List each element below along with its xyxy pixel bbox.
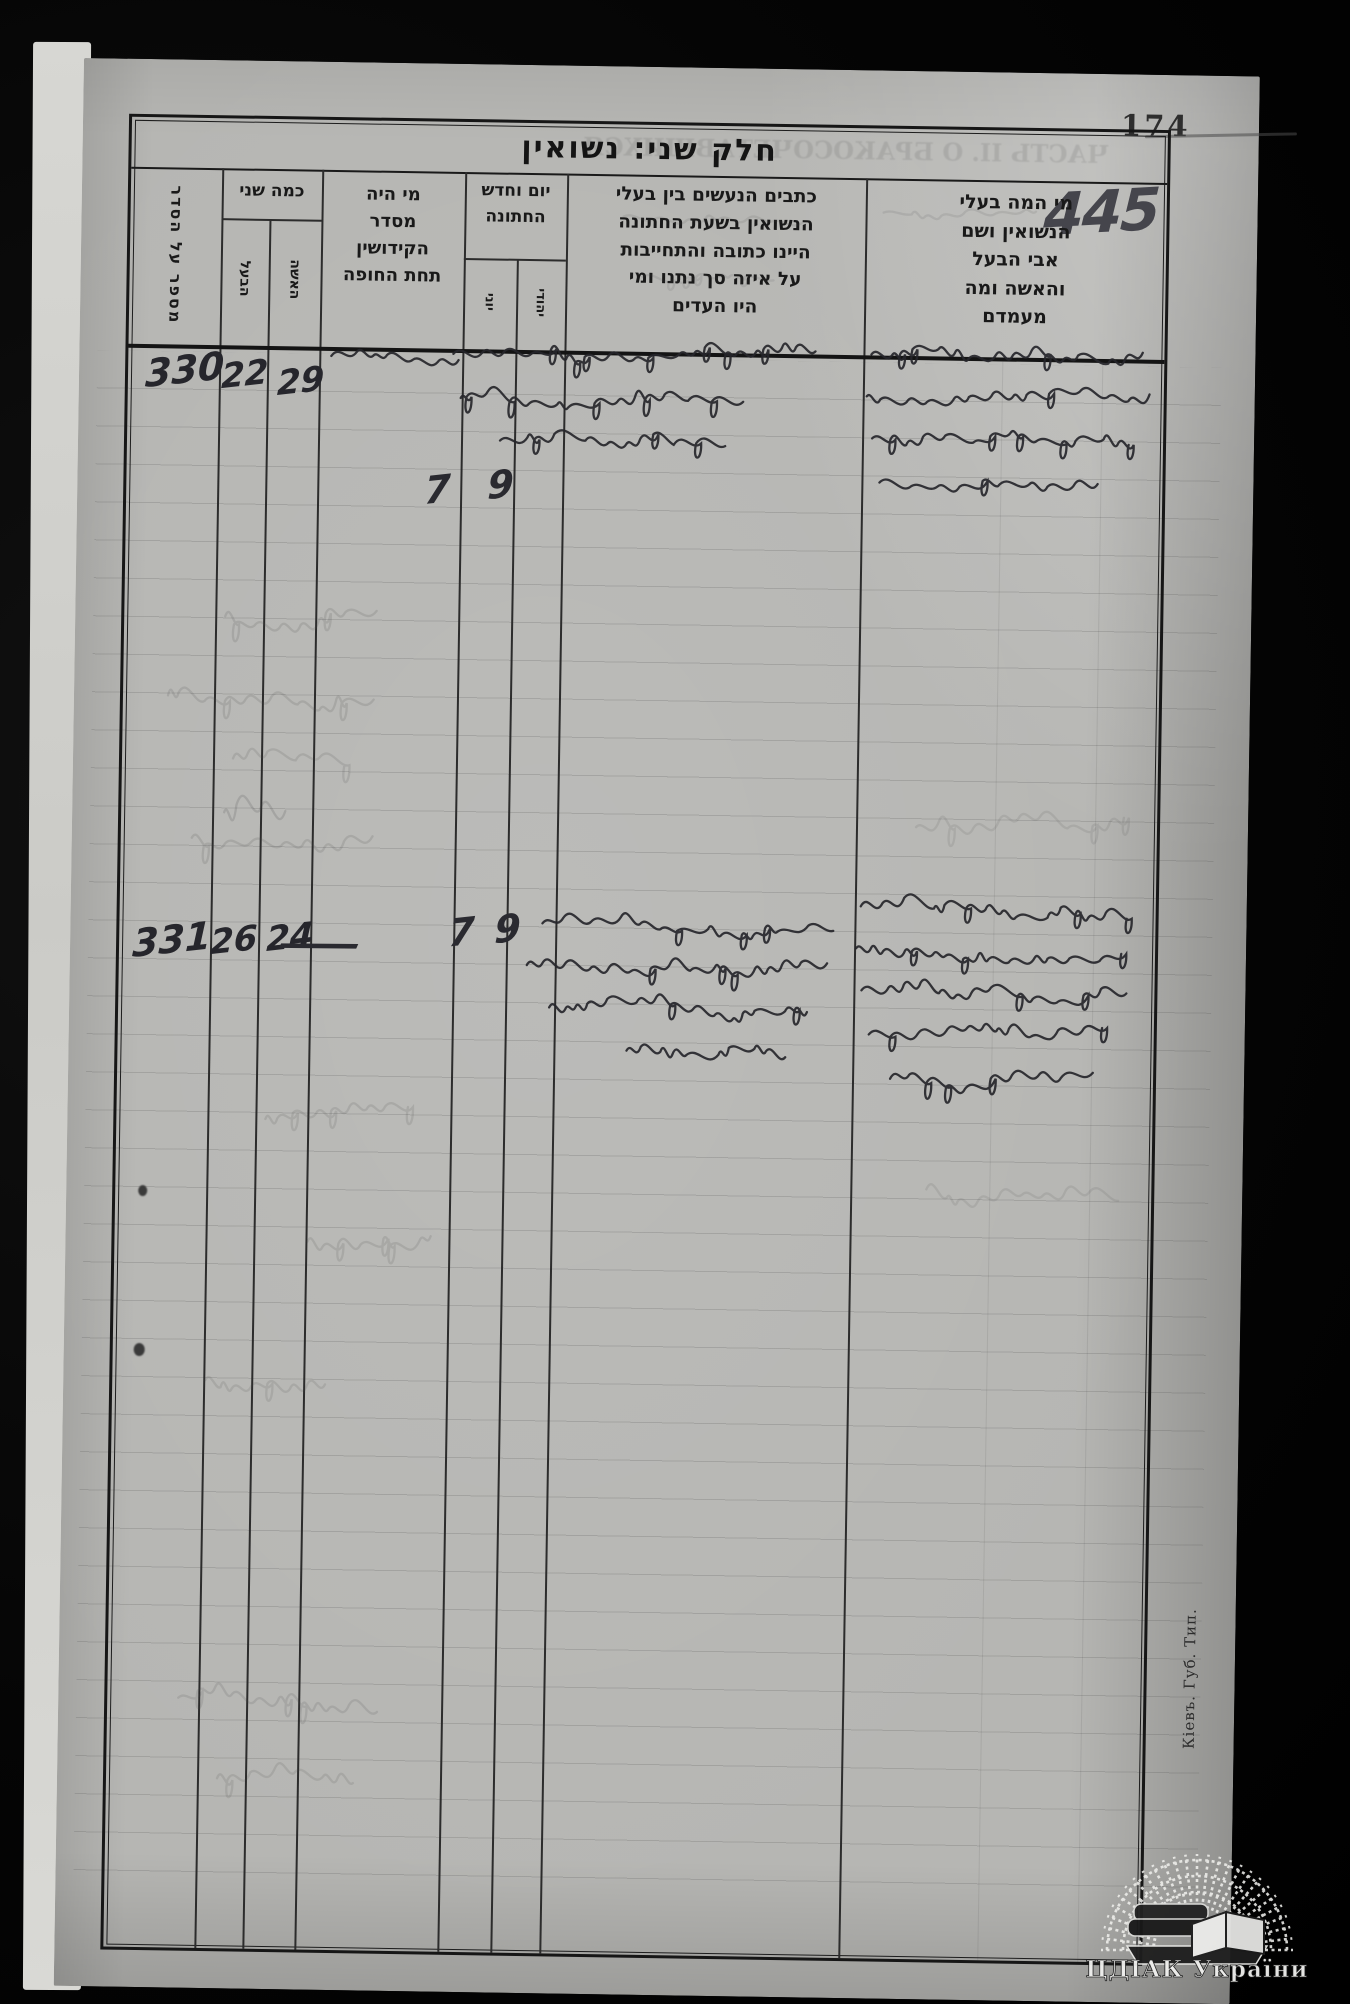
printer-imprint: Кіевъ. Губ. Тип. <box>1179 1607 1200 1750</box>
handwritten-ink-layer <box>84 58 1260 1799</box>
register-page: 174 445 ЧАСТЬ II. О БРАКОСОЧЕТАВШИХСЯ חל… <box>53 58 1297 2004</box>
entry-day-hebrew: 9 <box>493 905 522 953</box>
handwriting-stroke <box>622 214 804 227</box>
watermark-ray <box>1184 1854 1194 1909</box>
watermark-ray <box>1205 1856 1222 1910</box>
handwriting-stroke <box>854 944 1128 975</box>
handwriting-stroke <box>459 386 745 421</box>
handwriting-stroke <box>166 686 375 722</box>
watermark-ray <box>1172 1856 1189 1910</box>
handwriting-stroke <box>330 348 460 367</box>
handwriting-stroke <box>925 1183 1120 1209</box>
watermark-ray <box>1161 1859 1184 1912</box>
handwriting-stroke <box>306 1235 432 1265</box>
handwriting-stroke <box>625 1043 787 1061</box>
handwriting-stroke <box>177 1682 379 1725</box>
handwriting-stroke <box>215 1761 354 1799</box>
entry-bride-age: 29 <box>276 358 325 405</box>
handwriting-stroke <box>224 607 378 643</box>
watermark-arc <box>1121 1874 1273 1951</box>
watermark-arc <box>1105 1858 1289 1951</box>
watermark-ray <box>1200 1854 1210 1909</box>
handwriting-stroke <box>641 273 775 291</box>
handwriting-stroke <box>860 978 1128 1012</box>
handwriting-stroke <box>223 794 287 822</box>
handwriting-stroke <box>914 810 1131 848</box>
handwriting-stroke <box>859 893 1133 935</box>
date-group-rule <box>463 257 566 262</box>
column-header-date-hebrew: יהודי <box>532 288 548 318</box>
watermark-emblem <box>1101 1854 1293 1965</box>
handwriting-stroke <box>541 912 835 951</box>
handwriting-stroke <box>865 386 1151 410</box>
watermark-ray <box>1215 1864 1243 1914</box>
entry-groom-age: 26 <box>209 917 259 964</box>
entry-officiant-dash: — <box>276 923 364 966</box>
column-header-date-group: יום וחדש החתונה <box>481 180 551 227</box>
handwriting-stroke <box>525 957 829 992</box>
watermark-caption: ЦДІАК України <box>1085 1956 1309 1984</box>
column-header-date-julian: יוני <box>481 292 497 312</box>
handwriting-stroke <box>888 1069 1094 1104</box>
handwriting-stroke <box>452 341 817 379</box>
handwriting-stroke <box>867 1022 1109 1053</box>
watermark-open-book-right <box>1225 1910 1265 1956</box>
handwriting-stroke <box>882 208 1038 221</box>
handwriting-stroke <box>870 344 1144 372</box>
watermark-ray <box>1101 1937 1156 1947</box>
handwriting-stroke <box>231 747 351 784</box>
column-border <box>437 172 467 1952</box>
handwriting-stroke <box>498 429 727 459</box>
ages-group-rule <box>221 218 322 222</box>
watermark-ray <box>1210 1859 1233 1912</box>
handwriting-stroke <box>190 833 374 865</box>
column-header-serial: מספר על הסדר <box>165 185 187 325</box>
table-title: חלק שני: נשואין <box>521 129 779 169</box>
entry-groom-age: 22 <box>220 351 269 398</box>
column-header-bride-age: האשה <box>286 259 303 300</box>
handwriting-stroke <box>870 429 1135 461</box>
column-border <box>838 178 868 1959</box>
column-header-officiant: מי היה מסדר הקידושין תחת החופה <box>342 183 442 287</box>
archive-watermark: ЦДІАК України <box>1072 1800 1322 2000</box>
column-border <box>490 259 519 1953</box>
column-header-groom-age: הבעל <box>236 260 253 297</box>
entry-serial: 331 <box>131 913 213 966</box>
entry-serial: 330 <box>144 343 225 397</box>
table-title-band: ЧАСТЬ II. О БРАКОСОЧЕТАВШИХСЯ חלק שני: נ… <box>131 117 1168 183</box>
handwriting-stroke <box>204 1376 327 1403</box>
handwriting-stroke <box>547 993 809 1026</box>
column-header-ages-group: כמה שני <box>239 180 305 202</box>
handwriting-stroke <box>878 477 1099 497</box>
watermark-ray <box>1219 1870 1253 1917</box>
handwriting-stroke <box>264 1102 415 1132</box>
entry-day-julian: 7 <box>423 465 452 514</box>
entry-day-julian: 7 <box>447 908 476 956</box>
watermark-ray <box>1223 1877 1262 1920</box>
